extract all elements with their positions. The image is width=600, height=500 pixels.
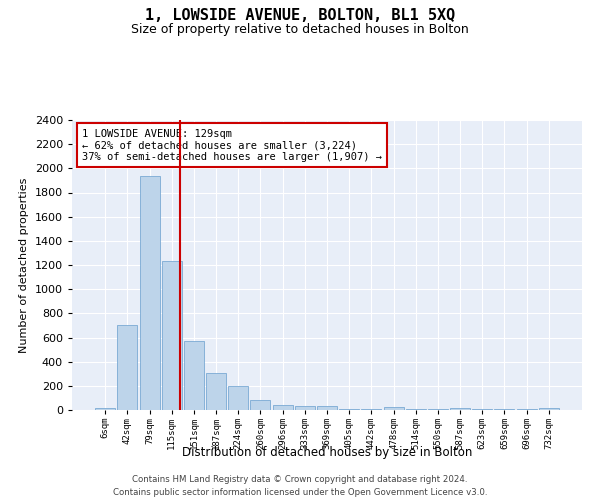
Bar	[383, 407, 404, 410]
Y-axis label: Number of detached properties: Number of detached properties	[19, 178, 29, 352]
Bar	[295, 406, 315, 410]
Bar	[95, 408, 115, 410]
Bar	[539, 408, 559, 410]
Text: Distribution of detached houses by size in Bolton: Distribution of detached houses by size …	[182, 446, 472, 459]
Bar	[272, 404, 293, 410]
Text: Contains HM Land Registry data © Crown copyright and database right 2024.: Contains HM Land Registry data © Crown c…	[132, 476, 468, 484]
Text: 1 LOWSIDE AVENUE: 129sqm
← 62% of detached houses are smaller (3,224)
37% of sem: 1 LOWSIDE AVENUE: 129sqm ← 62% of detach…	[82, 128, 382, 162]
Bar	[140, 176, 160, 410]
Text: Contains public sector information licensed under the Open Government Licence v3: Contains public sector information licen…	[113, 488, 487, 497]
Bar	[228, 386, 248, 410]
Bar	[184, 341, 204, 410]
Bar	[206, 373, 226, 410]
Text: Size of property relative to detached houses in Bolton: Size of property relative to detached ho…	[131, 22, 469, 36]
Bar	[450, 408, 470, 410]
Bar	[162, 262, 182, 410]
Bar	[250, 400, 271, 410]
Bar	[118, 326, 137, 410]
Bar	[317, 406, 337, 410]
Text: 1, LOWSIDE AVENUE, BOLTON, BL1 5XQ: 1, LOWSIDE AVENUE, BOLTON, BL1 5XQ	[145, 8, 455, 22]
